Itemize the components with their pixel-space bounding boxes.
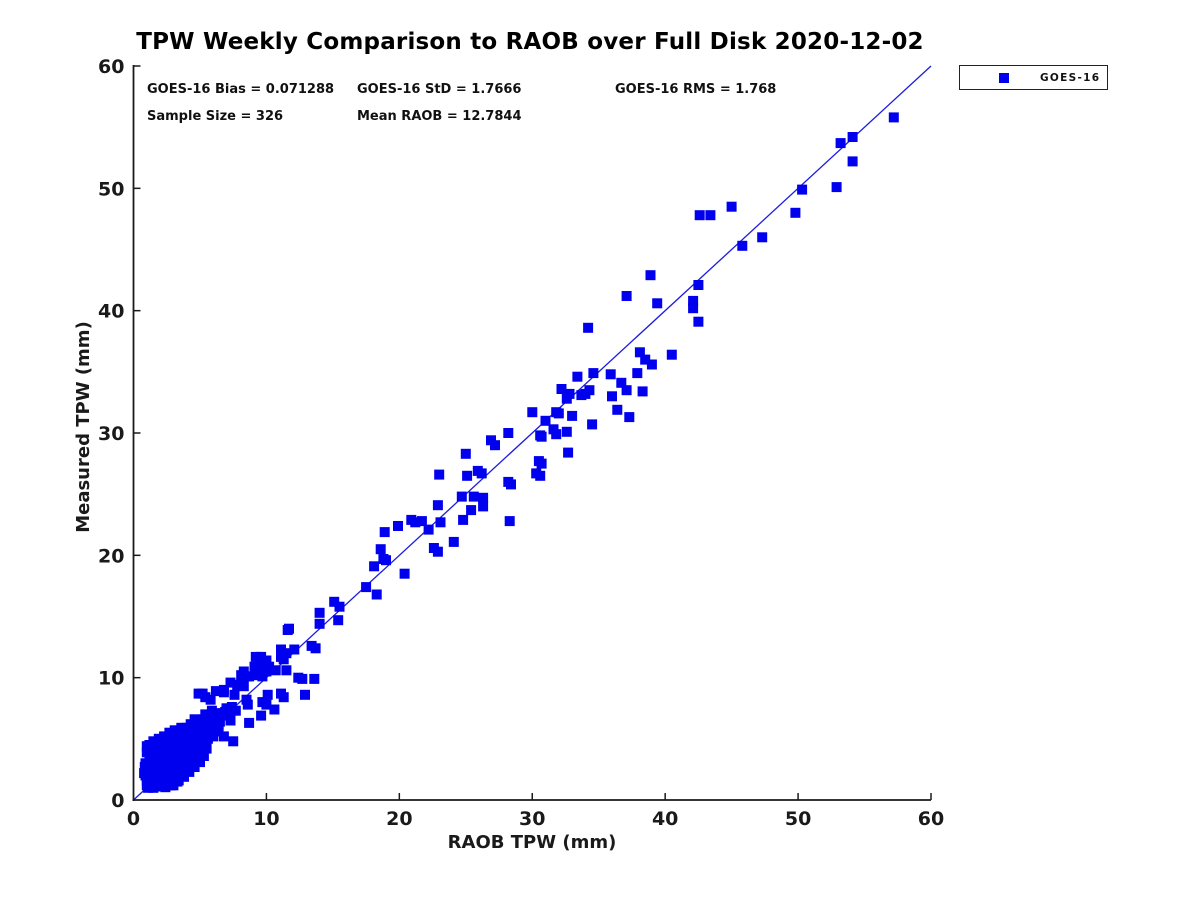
svg-text:60: 60 — [98, 56, 124, 78]
stat-std: GOES-16 StD = 1.7666 — [357, 82, 522, 97]
svg-text:50: 50 — [98, 178, 124, 200]
svg-text:40: 40 — [98, 301, 124, 323]
svg-text:20: 20 — [386, 808, 412, 830]
svg-text:10: 10 — [253, 808, 279, 830]
legend-label: GOES-16 — [1040, 71, 1101, 84]
svg-text:20: 20 — [98, 545, 124, 567]
svg-text:50: 50 — [785, 808, 811, 830]
chart-title: TPW Weekly Comparison to RAOB over Full … — [136, 29, 924, 55]
svg-text:40: 40 — [652, 808, 678, 830]
stat-rms: GOES-16 RMS = 1.768 — [615, 82, 777, 97]
y-axis-label: Measured TPW (mm) — [73, 321, 94, 533]
svg-text:0: 0 — [111, 790, 124, 812]
svg-text:30: 30 — [519, 808, 545, 830]
stat-bias: GOES-16 Bias = 0.071288 — [147, 82, 335, 97]
legend-marker-icon — [999, 72, 1009, 83]
stat-mean-raob: Mean RAOB = 12.7844 — [357, 109, 522, 124]
x-axis-label: RAOB TPW (mm) — [447, 832, 617, 853]
stat-sample-size: Sample Size = 326 — [147, 109, 284, 124]
svg-text:10: 10 — [98, 668, 124, 690]
svg-text:0: 0 — [127, 808, 140, 830]
svg-text:60: 60 — [918, 808, 944, 830]
legend-box: GOES-16 — [959, 65, 1108, 90]
svg-text:30: 30 — [98, 423, 124, 445]
